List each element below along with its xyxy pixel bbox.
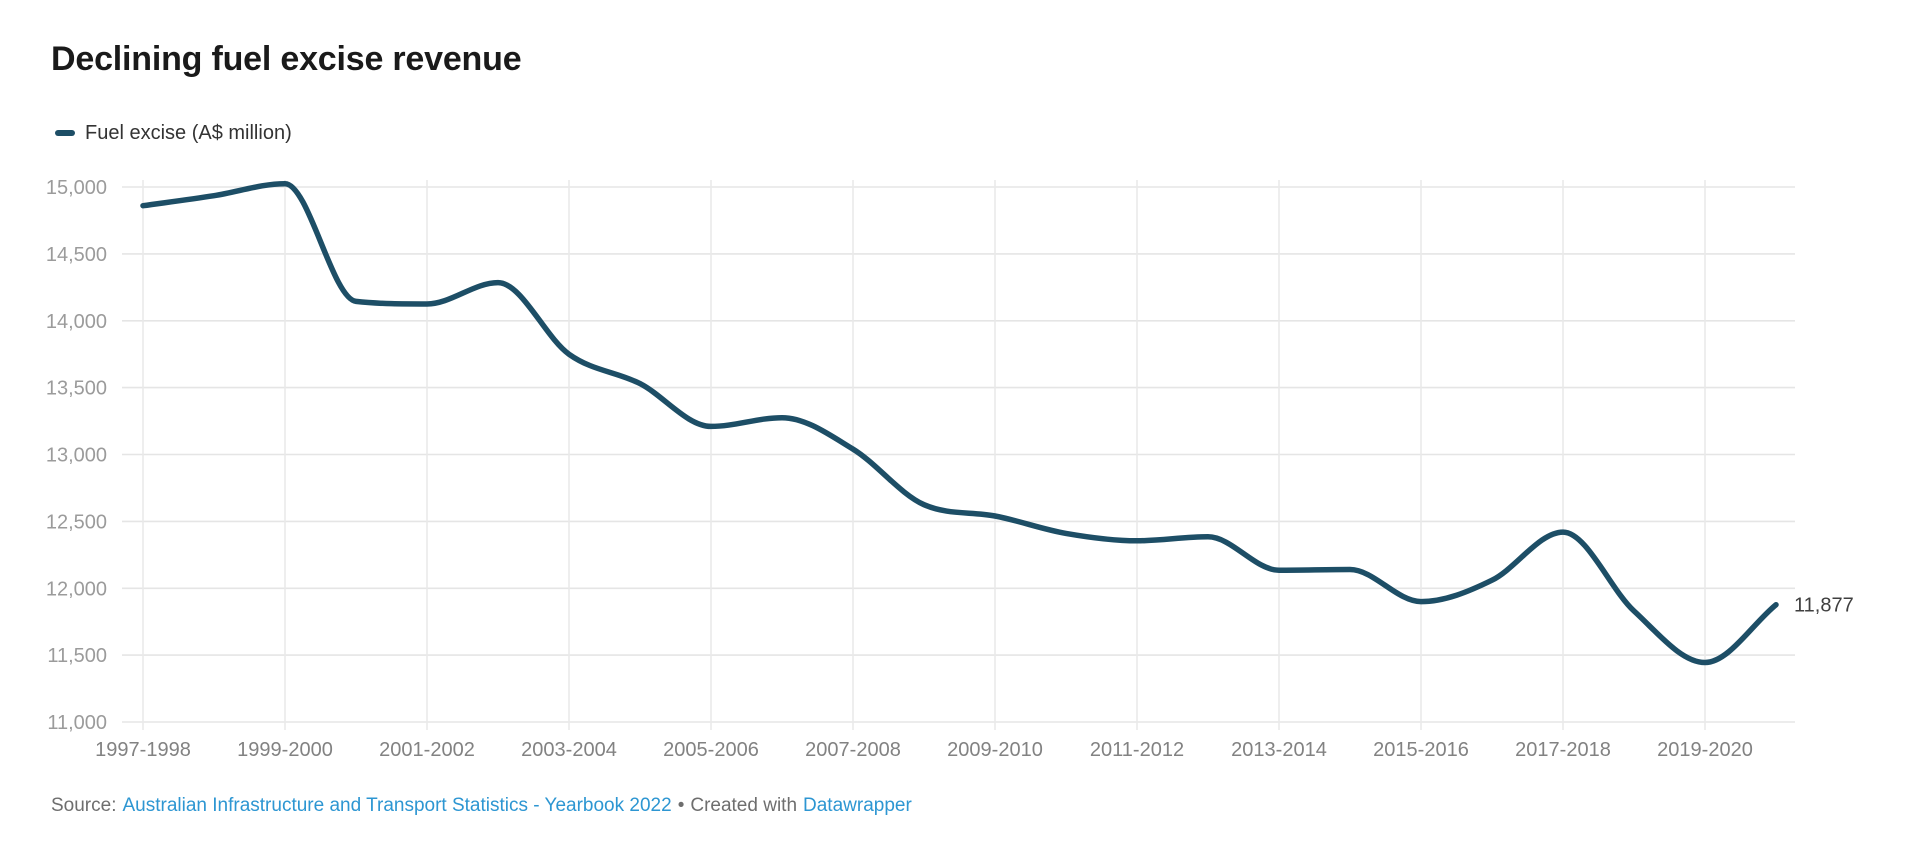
y-tick-label: 11,500 xyxy=(47,645,107,667)
y-tick-label: 14,000 xyxy=(46,311,107,333)
x-tick-label: 1999-2000 xyxy=(237,739,333,761)
x-tick-label: 2005-2006 xyxy=(663,739,759,761)
series-line-fuel-excise xyxy=(140,180,1779,666)
x-tick-label: 2007-2008 xyxy=(805,739,901,761)
x-tick-label: 2015-2016 xyxy=(1373,739,1469,761)
x-tick-label: 2001-2002 xyxy=(379,739,475,761)
y-tick-label: 13,000 xyxy=(46,445,107,467)
gridlines-vertical xyxy=(142,180,1706,730)
x-tick-label: 2009-2010 xyxy=(947,739,1043,761)
x-axis-labels: 1997-1998 1999-2000 2001-2002 2003-2004 2005… xyxy=(95,739,1753,761)
y-tick-label: 12,500 xyxy=(46,511,107,533)
end-value-label: 11,877 xyxy=(1794,595,1854,617)
x-tick-label: 2011-2012 xyxy=(1090,739,1184,761)
separator-dot: • xyxy=(677,795,685,816)
source-label: Source: xyxy=(51,795,117,816)
gridlines-horizontal xyxy=(122,186,1795,723)
footer: Source: Australian Infrastructure and Tr… xyxy=(51,795,912,817)
legend-label: Fuel excise (A$ million) xyxy=(85,121,292,144)
x-tick-label: 2017-2018 xyxy=(1515,739,1611,761)
legend-line-swatch xyxy=(55,130,75,136)
source-link[interactable]: Australian Infrastructure and Transport … xyxy=(122,795,672,816)
x-tick-label: 1997-1998 xyxy=(95,739,191,761)
y-tick-label: 15,000 xyxy=(46,177,107,199)
y-tick-label: 11,000 xyxy=(47,712,107,734)
created-with-label: Created with xyxy=(690,795,798,816)
x-tick-label: 2003-2004 xyxy=(521,739,617,761)
y-tick-label: 12,000 xyxy=(46,578,107,600)
y-tick-label: 14,500 xyxy=(46,244,107,266)
x-tick-label: 2013-2014 xyxy=(1231,739,1327,761)
x-tick-label: 2019-2020 xyxy=(1657,739,1753,761)
legend: Fuel excise (A$ million) xyxy=(55,120,292,146)
chart-title: Declining fuel excise revenue xyxy=(51,40,522,78)
y-axis-labels: 15,000 14,500 14,000 13,500 13,000 12,500 12,0… xyxy=(46,177,107,734)
datawrapper-link[interactable]: Datawrapper xyxy=(803,795,912,816)
y-tick-label: 13,500 xyxy=(46,378,107,400)
